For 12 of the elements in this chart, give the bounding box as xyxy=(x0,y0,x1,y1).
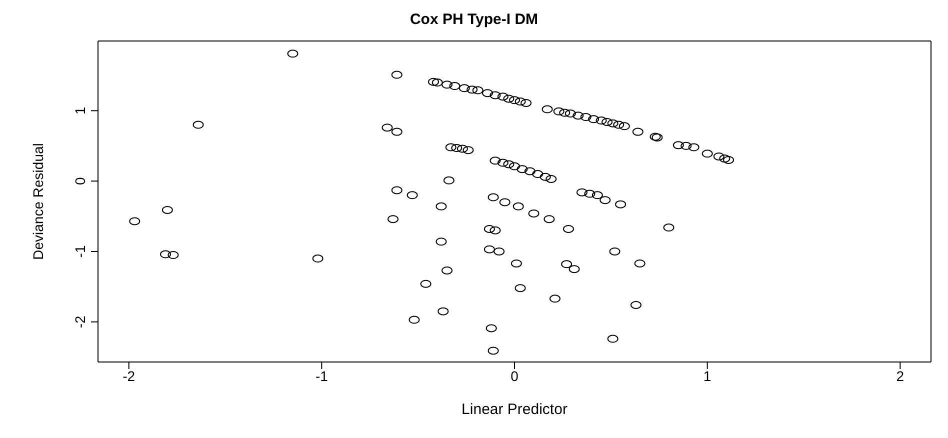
x-tick-label: 2 xyxy=(896,368,904,384)
chart-title: Cox PH Type-I DM xyxy=(408,10,540,30)
x-tick-label: 1 xyxy=(703,368,712,384)
y-tick-label: 0 xyxy=(72,176,88,185)
x-tick-label: -1 xyxy=(315,368,328,384)
x-tick-label: 0 xyxy=(510,368,519,384)
y-tick-label: -2 xyxy=(72,315,88,328)
x-tick-label: -2 xyxy=(122,368,136,384)
x-axis-title: Linear Predictor xyxy=(462,401,568,418)
y-tick-label: 1 xyxy=(72,106,88,115)
y-axis-title: Deviance Residual xyxy=(30,143,46,260)
y-tick-label: -1 xyxy=(72,245,88,258)
